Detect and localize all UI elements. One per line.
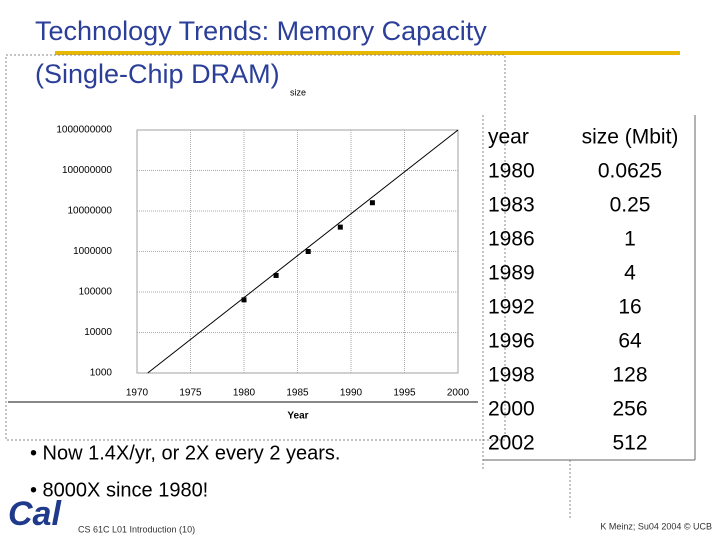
table-cell: 256 bbox=[612, 398, 647, 421]
y-tick-label: 100000000 bbox=[62, 165, 112, 176]
title: (Single-Chip DRAM) bbox=[35, 59, 280, 89]
x-tick-label: 1975 bbox=[179, 388, 202, 399]
table-header: size (Mbit) bbox=[582, 126, 679, 149]
x-tick-label: 1990 bbox=[340, 388, 363, 399]
divider bbox=[8, 401, 478, 403]
y-tick-label: 1000000 bbox=[73, 246, 112, 257]
table-cell: 1989 bbox=[488, 262, 535, 285]
x-axis-label: Year bbox=[287, 411, 308, 422]
data-point bbox=[369, 200, 375, 206]
footer-left: CS 61C L01 Introduction (10) bbox=[78, 524, 195, 534]
y-tick-label: 10000000 bbox=[68, 206, 113, 217]
table-cell: 64 bbox=[618, 330, 642, 353]
trend-line bbox=[147, 129, 459, 374]
footer-right: K Meinz; Su04 2004 © UCB bbox=[600, 521, 712, 531]
table-cell: 2002 bbox=[488, 432, 535, 455]
x-tick-label: 1980 bbox=[233, 388, 256, 399]
x-tick-label: 1995 bbox=[393, 388, 416, 399]
data-point bbox=[241, 297, 247, 303]
x-tick-label: 1970 bbox=[126, 388, 149, 399]
table-cell: 1996 bbox=[488, 330, 535, 353]
table-cell: 1986 bbox=[488, 228, 535, 251]
bullet: • Now 1.4X/yr, or 2X every 2 years. bbox=[30, 442, 340, 464]
table-cell: 4 bbox=[624, 262, 636, 285]
table-cell: 1992 bbox=[488, 296, 535, 319]
table-cell: 0.25 bbox=[610, 194, 651, 217]
logo: Cal bbox=[8, 495, 62, 533]
x-tick-label: 1985 bbox=[286, 388, 309, 399]
table-cell: 512 bbox=[612, 432, 647, 455]
chart-frame bbox=[5, 54, 506, 441]
y-tick-label: 1000 bbox=[90, 368, 113, 379]
data-point bbox=[273, 272, 279, 278]
table-header: year bbox=[488, 126, 529, 149]
title: Technology Trends: Memory Capacity bbox=[35, 16, 487, 46]
table-cell: 0.0625 bbox=[598, 160, 662, 183]
y-tick-label: 10000 bbox=[84, 327, 112, 338]
data-point bbox=[305, 249, 311, 254]
table-cell: 1 bbox=[624, 228, 636, 251]
table-cell: 1983 bbox=[488, 194, 535, 217]
y-tick-label: 1000000000 bbox=[56, 125, 112, 136]
bullet: • 8000X since 1980! bbox=[30, 479, 208, 501]
table-cell: 128 bbox=[612, 364, 647, 387]
x-tick-label: 2000 bbox=[447, 388, 470, 399]
data-point bbox=[337, 224, 343, 230]
table-cell: 1980 bbox=[488, 160, 535, 183]
y-tick-label: 100000 bbox=[79, 287, 113, 298]
table-cell: 1998 bbox=[488, 364, 535, 387]
y-axis-label: size bbox=[290, 87, 306, 97]
table-cell: 2000 bbox=[488, 398, 535, 421]
table-cell: 16 bbox=[618, 296, 641, 319]
